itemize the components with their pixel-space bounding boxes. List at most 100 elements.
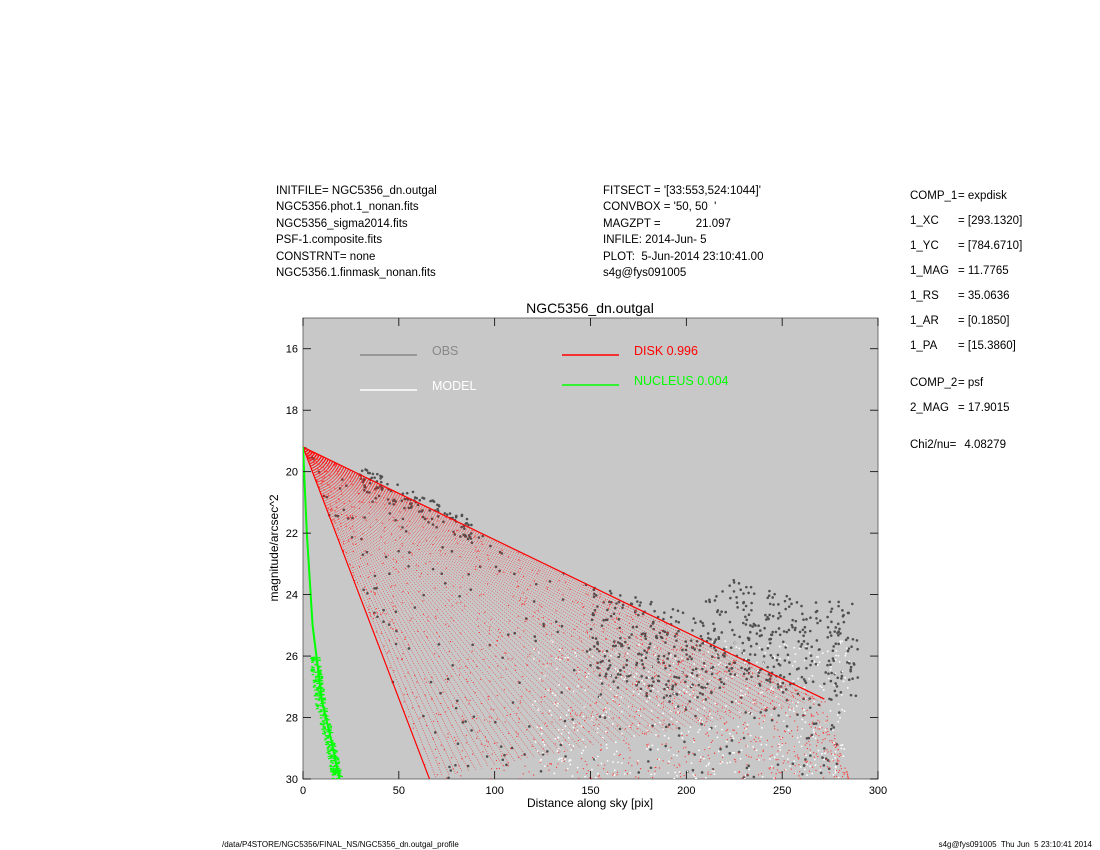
model-point xyxy=(609,654,612,657)
model-point xyxy=(576,729,579,732)
obs-point xyxy=(638,604,642,607)
nucleus-point xyxy=(331,748,334,750)
disk-point xyxy=(488,716,490,718)
nucleus-point xyxy=(317,698,320,700)
nucleus-point xyxy=(330,749,333,751)
obs-point xyxy=(810,733,814,737)
disk-point xyxy=(487,741,490,743)
disk-point xyxy=(349,515,352,517)
obs-point xyxy=(836,631,839,635)
model-point xyxy=(572,744,575,747)
obs-point xyxy=(692,617,696,620)
disk-point xyxy=(670,746,672,749)
disk-point xyxy=(656,697,658,699)
header-left-line: CONSTRNT= none xyxy=(276,250,376,263)
disk-point xyxy=(488,629,491,631)
disk-point xyxy=(770,691,772,694)
disk-point xyxy=(521,754,523,757)
model-point xyxy=(687,730,690,733)
disk-point xyxy=(447,733,449,735)
disk-point xyxy=(319,473,321,475)
disk-point xyxy=(367,576,369,578)
disk-point xyxy=(721,707,723,709)
disk-point xyxy=(811,695,813,697)
disk-point xyxy=(358,492,360,495)
disk-point xyxy=(838,760,840,762)
disk-point xyxy=(804,760,806,762)
disk-point xyxy=(681,734,683,737)
disk-point xyxy=(310,463,312,465)
model-point xyxy=(645,748,648,750)
disk-point xyxy=(837,771,840,774)
nucleus-point xyxy=(323,712,326,714)
y-tick-label: 28 xyxy=(286,713,298,725)
obs-point xyxy=(634,596,637,599)
disk-point xyxy=(501,635,503,637)
model-point xyxy=(826,650,829,653)
model-point xyxy=(735,674,738,677)
disk-point xyxy=(565,769,567,771)
model-point xyxy=(729,732,731,735)
obs-point xyxy=(783,599,787,603)
disk-point xyxy=(688,753,690,756)
disk-point xyxy=(772,767,775,769)
param-key: 1_AR xyxy=(910,315,939,327)
disk-point xyxy=(539,604,541,606)
x-tick-label: 300 xyxy=(869,785,887,797)
disk-point xyxy=(484,622,486,624)
model-point xyxy=(713,773,716,776)
disk-point xyxy=(703,714,705,717)
disk-point xyxy=(589,636,591,638)
obs-point xyxy=(803,630,807,634)
disk-point xyxy=(636,645,638,647)
nucleus-point xyxy=(329,764,332,766)
obs-point xyxy=(826,615,829,619)
disk-point xyxy=(813,703,815,705)
disk-point xyxy=(848,778,850,779)
disk-point xyxy=(794,765,796,767)
disk-point xyxy=(460,775,462,777)
obs-point xyxy=(713,599,717,602)
disk-point xyxy=(483,658,485,660)
model-point xyxy=(633,735,636,737)
y-tick-label: 20 xyxy=(286,467,298,479)
disk-point xyxy=(460,632,462,634)
obs-point xyxy=(710,672,714,676)
disk-point xyxy=(527,589,529,591)
model-point xyxy=(803,768,806,771)
model-point xyxy=(707,650,710,653)
nucleus-point xyxy=(314,676,318,678)
disk-point xyxy=(383,645,385,647)
obs-point xyxy=(436,514,440,518)
disk-point xyxy=(703,724,706,726)
disk-point xyxy=(726,721,728,723)
disk-point xyxy=(590,704,592,706)
disk-point xyxy=(753,703,755,705)
model-point xyxy=(776,753,778,756)
disk-point xyxy=(830,750,832,752)
obs-point xyxy=(464,720,467,723)
nucleus-point xyxy=(336,759,340,761)
disk-ray xyxy=(303,446,680,729)
nucleus-point xyxy=(337,761,341,763)
disk-point xyxy=(762,720,765,722)
disk-point xyxy=(844,772,846,774)
model-point xyxy=(786,645,788,647)
disk-point xyxy=(805,761,807,763)
disk-point xyxy=(350,538,352,540)
obs-point xyxy=(837,633,840,637)
obs-point xyxy=(664,744,667,748)
disk-point xyxy=(740,702,743,704)
model-point xyxy=(537,708,540,711)
disk-point xyxy=(689,666,691,668)
model-point xyxy=(692,690,695,693)
nucleus-point xyxy=(333,769,336,771)
disk-point xyxy=(497,629,500,631)
disk-point xyxy=(808,723,811,726)
model-point xyxy=(587,672,590,675)
nucleus-point xyxy=(335,767,339,770)
nucleus-series xyxy=(303,447,344,779)
disk-ray xyxy=(303,446,687,728)
disk-point xyxy=(815,733,817,736)
